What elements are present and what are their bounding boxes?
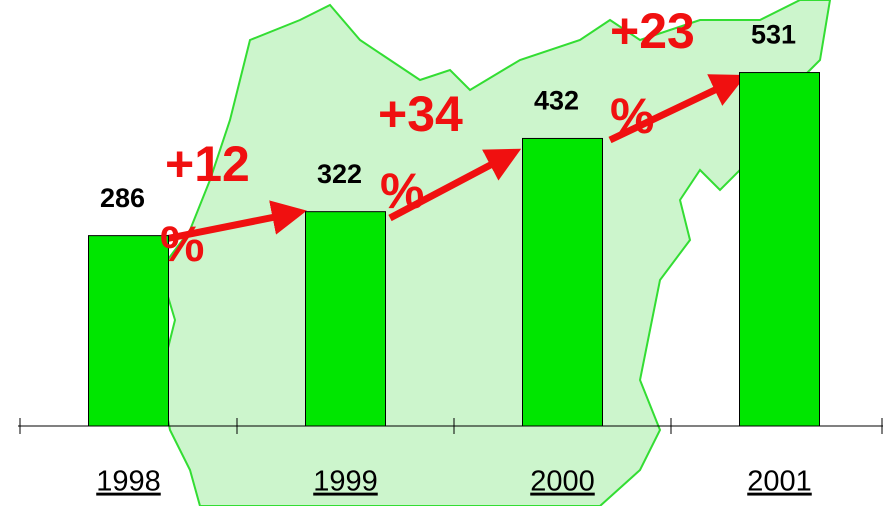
value-label: 531 — [751, 20, 796, 50]
annotation: +34 — [378, 86, 463, 142]
x-tick-label: 1998 — [96, 466, 161, 498]
value-label: 322 — [317, 159, 362, 189]
value-label: 432 — [534, 86, 579, 116]
bar — [522, 137, 603, 427]
map-background — [158, 0, 832, 506]
annotation: % — [160, 216, 204, 272]
annotation: % — [380, 163, 424, 219]
bar — [739, 72, 820, 427]
x-tick-label: 2001 — [747, 466, 812, 498]
bar — [305, 211, 386, 427]
annotation: +12 — [165, 136, 250, 192]
x-tick-label: 1999 — [313, 466, 378, 498]
arrows — [159, 74, 747, 244]
bar — [88, 235, 169, 427]
x-tick-label: 2000 — [530, 466, 595, 498]
annotation: % — [610, 88, 654, 144]
value-label: 286 — [100, 183, 145, 213]
annotation: +23 — [610, 3, 695, 59]
